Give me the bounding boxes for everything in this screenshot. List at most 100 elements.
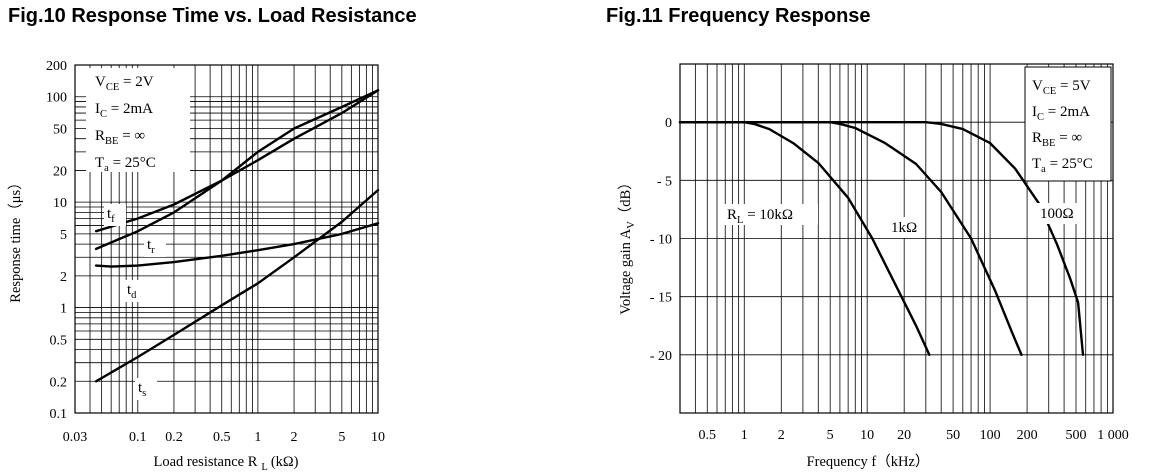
fig11-xtick-label: 100 [980,428,1001,443]
fig10-series-label-bg [135,378,157,400]
fig10-condition-sub: CE [106,82,119,93]
fig11-xtick-label: 50 [946,428,960,443]
fig10-ytick-label: 20 [53,164,67,179]
fig10-series-ts-line [94,188,380,383]
fig11-series-label-bg [724,204,818,225]
fig11-condition: RBE = ∞ [1032,130,1082,149]
fig10-series-label: td [127,282,137,301]
fig10-series-label-bg [104,204,126,226]
fig11-series-line [678,120,1085,356]
fig10-series-label-sub: r [151,245,155,256]
fig10-ytick-label: 0.1 [50,407,68,422]
fig11-ylabel-main: Voltage gain A [618,228,634,314]
fig11-series-label: 100Ω [1040,206,1074,222]
fig10-condition: VCE = 2V [95,74,154,93]
fig10-condition-rest: = 2mA [107,101,153,117]
fig11-xtick-label: 20 [897,428,911,443]
fig10-ytick-label: 0.5 [50,333,68,348]
fig10-ylabel: Response time（μs） [7,175,24,302]
fig10-condition: IC = 2mA [95,101,153,120]
fig10-xtick-label: 0.5 [213,430,231,445]
fig10-series-label: tf [107,206,115,225]
fig11-condition-main: V [1032,78,1043,94]
fig10-ytick-label: 200 [46,59,67,74]
fig11-xtick-label: 0.5 [699,428,717,443]
fig11-series-label-sub: L [737,215,743,226]
fig10-xtick-label: 5 [338,430,345,445]
fig10-condition-main: R [95,128,105,144]
fig11-ytick-label: 0 [665,116,672,131]
fig11-ylabel-unit: （dB） [617,175,634,221]
fig11-xtick-label: 1 000 [1097,428,1129,443]
fig10-condition-sub: C [100,109,107,120]
fig10-condition-rest: = ∞ [118,128,145,144]
fig10-series-label-main: t [107,206,112,222]
fig11-series-label-bg [888,217,924,238]
fig10-plot-frame [74,64,379,414]
fig11-condition-sub: CE [1043,86,1056,97]
fig11-condition: IC = 2mA [1032,104,1090,123]
fig10-title: Fig.10 Response Time vs. Load Resistance [8,5,417,27]
fig10-condition-main: I [95,101,100,117]
fig10-response-time-chart: 0.03 0.1 0.2 0.5 1 2 5 10 0.1 0.2 0.5 1 2 5 10 20 50 100 2… [7,59,385,473]
fig11-xtick-label: 10 [860,428,874,443]
fig10-ytick-label: 2 [60,270,67,285]
fig10-series-tr-line [94,89,380,251]
fig10-condition-rest: = 25°C [109,155,156,171]
fig11-condition-rest: = 2mA [1044,104,1090,120]
fig10-xlabel-unit: (kΩ) [271,454,299,470]
fig10-series-label-main: t [127,282,132,298]
fig11-ylabel-sub: V [626,221,637,229]
fig11-series-label-main: R [727,207,737,223]
fig11-series-label-bg [1037,203,1083,224]
fig10-condition: Ta = 25°C [95,155,156,174]
fig10-ytick-label: 100 [46,91,67,106]
fig10-condition-sub: a [104,163,109,174]
fig11-ylabel: Voltage gain AV（dB） [617,175,637,314]
fig11-condition-sub: C [1037,112,1044,123]
fig11-xtick-label: 5 [827,428,834,443]
fig11-condition: Ta = 25°C [1032,156,1093,175]
fig11-xtick-label: 1 [741,428,748,443]
fig10-condition-main: T [95,155,104,171]
fig11-condition-rest: = 25°C [1046,156,1093,172]
fig10-series-label-sub: s [142,388,146,399]
fig10-xlabel-sub: L [261,462,267,473]
fig10-series-tf-line [94,89,380,233]
fig10-series-label: tr [147,237,155,256]
fig11-condition-sub: a [1041,164,1046,175]
fig10-condition-main: V [95,74,106,90]
fig11-conditions-box [1024,66,1112,182]
fig10-ytick-label: 1 [60,302,67,317]
fig11-ytick-label: - 10 [650,233,672,248]
fig11-condition-rest: = 5V [1056,78,1090,94]
fig11-plot-frame [679,63,1114,414]
fig10-series-label-sub: f [111,214,115,225]
fig11-xtick-label: 500 [1066,428,1087,443]
fig10-xtick-label: 0.03 [63,430,88,445]
fig10-xtick-label: 2 [291,430,298,445]
fig10-ytick-label: 5 [60,228,67,243]
fig10-ytick-label: 0.2 [50,375,68,390]
fig10-series-label-main: t [147,237,152,253]
fig11-condition-main: I [1032,104,1037,120]
fig11-series-label: RL = 10kΩ [727,207,793,226]
fig10-xlabel: Load resistance R L (kΩ) [154,454,299,473]
fig11-condition-sub: BE [1042,138,1055,149]
fig10-condition: RBE = ∞ [95,128,145,147]
fig10-series-label: ts [138,380,146,399]
fig11-frequency-response-chart: 0.5 1 2 5 10 20 50 100 200 500 1 000 0 - 5 - 10 - 15 - … [617,63,1129,470]
fig11-ytick-label: - 5 [657,174,672,189]
fig11-condition: VCE = 5V [1032,78,1091,97]
fig11-series-label: 1kΩ [891,220,917,236]
fig10-series-label-bg [124,280,146,302]
fig10-ytick-label: 50 [53,122,67,137]
fig10-xlabel-main: Load resistance R [154,454,258,470]
fig10-xtick-label: 0.1 [129,430,147,445]
fig11-condition-rest: = ∞ [1055,130,1082,146]
fig10-xtick-label: 10 [371,430,385,445]
fig11-condition-main: T [1032,156,1041,172]
fig11-series-label-main: 1kΩ [891,220,917,236]
fig10-series-label-main: t [138,380,143,396]
